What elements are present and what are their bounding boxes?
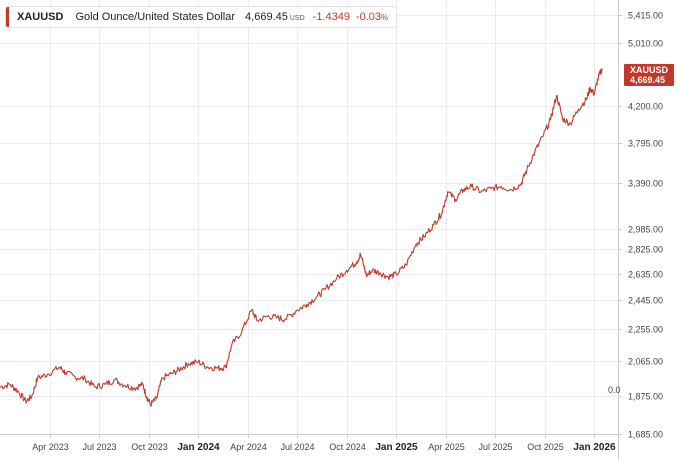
x-tick-label: Jul 2023 (82, 442, 116, 452)
last-price-tag: XAUUSD 4,669.45 (624, 64, 674, 86)
y-tick-label: 2,635.00 (628, 270, 663, 280)
y-axis-ticks: 1,685.00 1,875.00 2,065.00 2,255.00 2,445.00… (618, 11, 663, 440)
x-tick-label: Jul 2024 (280, 442, 314, 452)
series-line-xauusd (0, 68, 603, 407)
y-tick-label: 1,685.00 (628, 430, 663, 440)
x-tick-label: Apr 2023 (32, 442, 69, 452)
legend-percent-sign: % (381, 13, 389, 22)
baseline-marker: 0.0 (608, 385, 621, 395)
price-tag-value: 4,669.45 (630, 75, 666, 85)
x-tick-label: Oct 2025 (527, 442, 564, 452)
x-tick-label: Jan 2025 (375, 442, 418, 453)
price-tag-symbol: XAUUSD (630, 65, 669, 75)
x-axis-ticks: Apr 2023 Jul 2023 Oct 2023 Jan 2024 Apr 2024… (32, 434, 616, 453)
legend-change-percent-value: -0.03 (355, 11, 382, 23)
y-tick-label: 2,445.00 (628, 296, 663, 306)
legend-price: 4,669.45 (245, 11, 288, 23)
legend-box[interactable]: XAUUSD Gold Ounce/United States Dollar 4… (5, 6, 398, 28)
y-tick-label: 3,795.00 (628, 139, 663, 149)
y-tick-label: 2,985.00 (628, 225, 663, 235)
x-tick-label: Oct 2024 (329, 442, 366, 452)
x-tick-label: Apr 2025 (428, 442, 465, 452)
legend-color-swatch (6, 7, 9, 27)
legend-change-percent: -0.03% (356, 11, 388, 23)
y-tick-label: 2,255.00 (628, 325, 663, 335)
legend-change: -1.4349 (312, 11, 350, 23)
legend-symbol: XAUUSD (17, 11, 64, 23)
legend-instrument-name: Gold Ounce/United States Dollar (75, 11, 236, 23)
x-tick-label: Jan 2026 (573, 442, 616, 453)
y-tick-label: 4,200.00 (628, 102, 663, 112)
x-tick-label: Jan 2024 (177, 442, 220, 453)
y-tick-label: 5,010.00 (628, 39, 663, 49)
x-tick-label: Jul 2025 (478, 442, 512, 452)
y-tick-label: 1,875.00 (628, 392, 663, 402)
x-tick-label: Apr 2024 (230, 442, 267, 452)
y-tick-label: 2,825.00 (628, 245, 663, 255)
y-tick-label: 2,065.00 (628, 357, 663, 367)
y-tick-label: 5,415.00 (628, 11, 663, 21)
grid-layer (0, 0, 618, 435)
legend-unit: USD (289, 14, 305, 22)
y-tick-label: 3,390.00 (628, 179, 663, 189)
x-tick-label: Oct 2023 (131, 442, 168, 452)
